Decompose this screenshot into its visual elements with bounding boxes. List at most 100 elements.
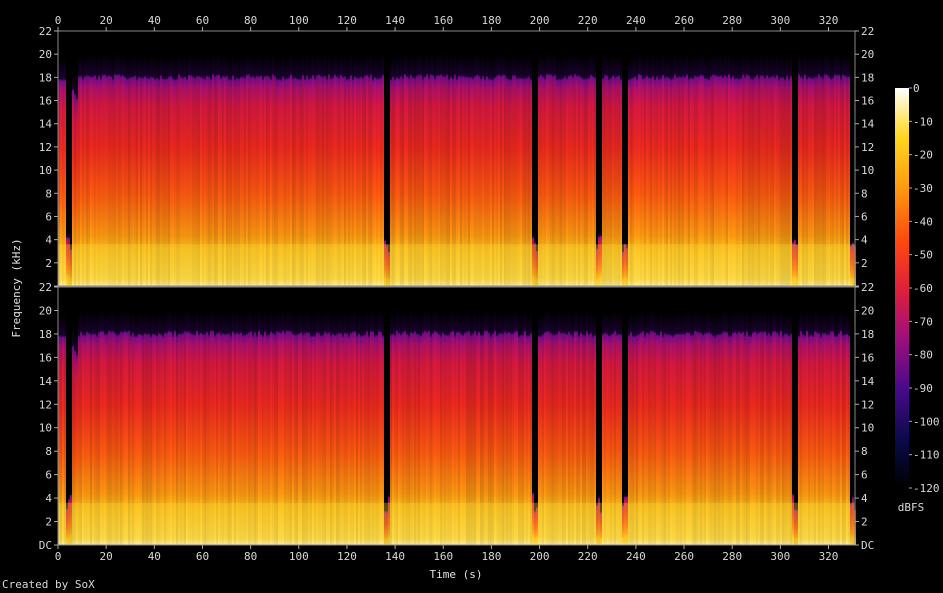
spectrum-column [518, 314, 520, 545]
spectrum-column [780, 55, 782, 286]
spectrum-column [568, 54, 570, 286]
spectrum-column [356, 56, 358, 286]
spectrum-column [830, 309, 832, 545]
spectrum-column [718, 54, 720, 286]
spectrum-column [826, 312, 828, 545]
spectrum-column [706, 56, 708, 287]
spectrum-column [844, 312, 846, 545]
spectrum-column [552, 54, 554, 286]
spectrum-column [828, 312, 830, 545]
spectrum-column [278, 309, 280, 545]
spectrum-column [730, 314, 732, 545]
spectrum-column [242, 55, 244, 286]
spectrum-column [588, 56, 590, 286]
spectrum-column [318, 311, 320, 545]
spectrum-column [716, 313, 718, 545]
spectrum-column [510, 311, 512, 545]
spectrum-column [116, 312, 118, 545]
spectrum-column [506, 310, 508, 545]
spectrum-column [134, 53, 136, 287]
spectrum-column [58, 314, 60, 545]
spectrum-column [812, 56, 814, 286]
y-tick-label: 4 [861, 492, 868, 505]
spectrum-column [518, 56, 520, 287]
spectrum-column [512, 53, 514, 286]
spectrum-column [306, 309, 308, 545]
colorbar-tick-label: -70 [913, 315, 933, 328]
spectrum-column [346, 58, 348, 287]
spectrum-column [294, 312, 296, 545]
spectrum-column [416, 311, 418, 545]
spectrum-column [404, 52, 406, 286]
spectrum-column [448, 312, 450, 545]
spectrum-column [464, 55, 466, 286]
x-tick-label: 200 [530, 14, 550, 27]
spectrum-column [702, 312, 704, 545]
spectrum-column [70, 489, 72, 545]
spectrum-column [628, 58, 630, 286]
spectrum-column [478, 54, 480, 286]
panel-frame [57, 30, 856, 287]
y-tick-label: 16 [39, 95, 52, 108]
spectrum-column [846, 55, 848, 287]
spectrum-column [608, 57, 610, 287]
spectrum-column [230, 58, 232, 287]
spectrum-column [122, 53, 124, 286]
spectrum-column [732, 310, 734, 545]
spectrum-column [234, 58, 236, 286]
spectrum-column [92, 54, 94, 286]
spectrum-column [844, 53, 846, 287]
spectrum-column [416, 53, 418, 287]
x-tick-label: 120 [337, 550, 357, 563]
spectrum-column [198, 54, 200, 287]
spectrum-column [378, 308, 380, 545]
spectrum-column [538, 314, 540, 545]
spectrum-column [536, 503, 538, 545]
spectrum-column [532, 232, 534, 286]
x-tick-label: 260 [674, 14, 694, 27]
spectrum-column [110, 309, 112, 545]
spectrum-column [158, 311, 160, 545]
spectrum-column [314, 313, 316, 545]
spectrum-column [104, 52, 106, 286]
x-tick-label: 80 [244, 550, 257, 563]
spectrum-column [208, 313, 210, 545]
spectrum-column [94, 311, 96, 545]
spectrum-column [648, 55, 650, 286]
spectrum-column [150, 55, 152, 287]
spectrum-column [802, 56, 804, 286]
spectrum-column [806, 57, 808, 287]
spectrum-column [810, 313, 812, 545]
spectrum-column [604, 53, 606, 286]
spectrum-column [300, 310, 302, 545]
spectrum-column [816, 55, 818, 286]
spectrum-column [820, 55, 822, 287]
spectrum-column [190, 53, 192, 286]
spectrum-column [646, 53, 648, 286]
spectrum-column [336, 311, 338, 545]
colorbar-tick-label: -40 [913, 215, 933, 228]
spectrum-column [652, 54, 654, 286]
y-axis-title: Frequency (kHz) [10, 238, 23, 337]
spectrum-column [232, 53, 234, 286]
spectrum-column [688, 57, 690, 287]
spectrum-column [276, 57, 278, 286]
spectrum-column [164, 57, 166, 286]
y-tick-label: 8 [45, 445, 52, 458]
spectrum-column [246, 52, 248, 286]
spectrum-column [684, 311, 686, 545]
spectrum-column [534, 507, 536, 545]
spectrum-column [268, 54, 270, 286]
spectrum-column [338, 55, 340, 287]
spectrum-column [804, 52, 806, 286]
spectrum-column [162, 314, 164, 545]
y-tick-label: 22 [861, 281, 874, 294]
spectrum-column [130, 55, 132, 286]
spectrum-column [554, 52, 556, 286]
spectrum-column [726, 310, 728, 545]
spectrum-column [84, 54, 86, 286]
spectrum-column [510, 57, 512, 287]
spectrum-column [604, 310, 606, 545]
spectrum-column [516, 308, 518, 545]
